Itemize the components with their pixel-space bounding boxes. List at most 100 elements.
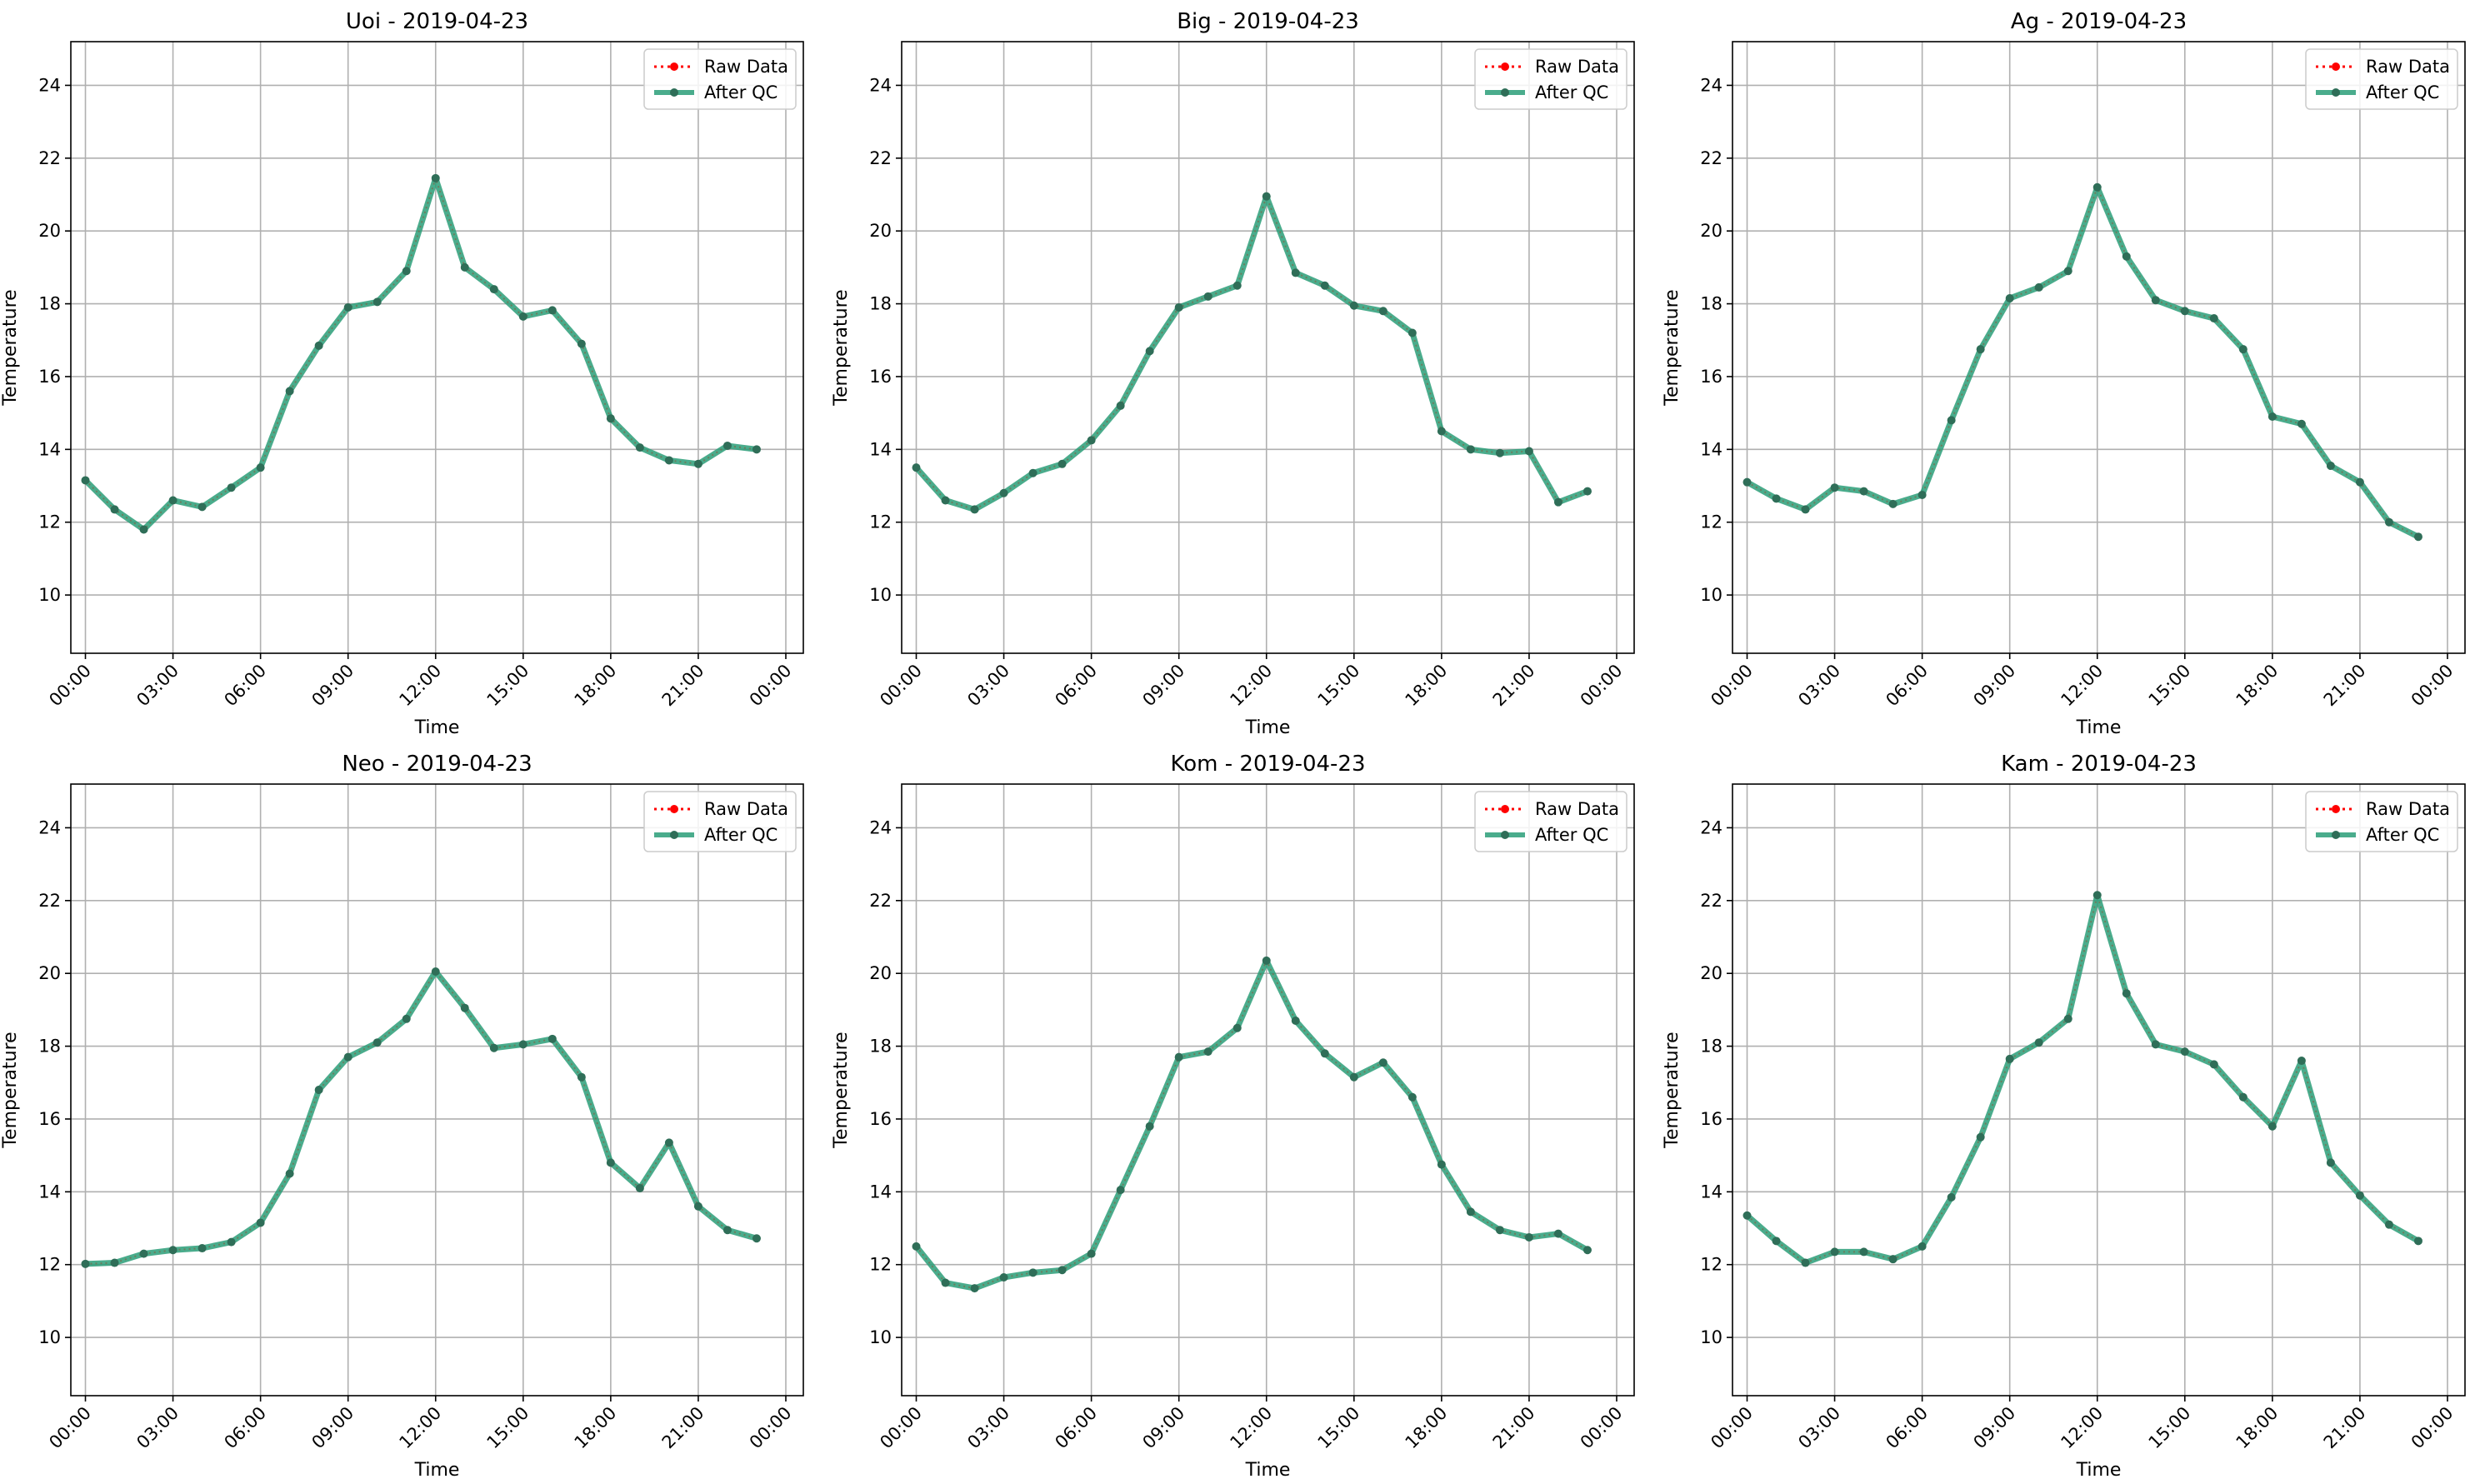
data-point (1174, 1052, 1183, 1062)
data-point (2209, 1060, 2218, 1069)
data-point (2326, 461, 2335, 470)
data-point (1116, 401, 1125, 410)
x-tick-label: 12:00 (396, 1403, 446, 1453)
data-point (81, 1259, 90, 1268)
data-point (1028, 468, 1038, 477)
legend-label-after-qc: After QC (2366, 825, 2439, 845)
y-tick-label: 24 (1700, 75, 1722, 95)
y-tick-label: 20 (869, 963, 892, 983)
data-point (1553, 497, 1562, 507)
x-tick-label: 06:00 (1051, 1403, 1101, 1453)
data-point (2151, 1040, 2160, 1049)
data-point (1058, 459, 1067, 468)
data-point (548, 306, 557, 315)
data-point (1582, 1246, 1592, 1255)
x-tick-label: 12:00 (1227, 661, 1277, 711)
legend: Raw Data After QC (643, 791, 797, 852)
series-line-after-qc (82, 968, 760, 1267)
y-tick-label: 24 (38, 75, 61, 95)
data-point (431, 967, 440, 977)
x-tick-label: 06:00 (1882, 1403, 1932, 1453)
x-axis-label: Time (414, 1460, 460, 1481)
data-point (2238, 345, 2248, 354)
y-tick-label: 16 (1700, 367, 1722, 387)
x-tick-label: 00:00 (45, 661, 95, 711)
x-tick-label: 15:00 (483, 661, 533, 711)
data-point (1145, 1122, 1154, 1131)
data-point (1888, 499, 1898, 508)
data-point (664, 456, 673, 465)
data-point (635, 443, 644, 452)
data-point (1801, 1258, 1810, 1267)
data-point (577, 1072, 586, 1082)
y-tick-label: 10 (38, 585, 61, 605)
data-point (1888, 1255, 1898, 1264)
y-tick-label: 22 (38, 148, 61, 168)
data-point (577, 339, 586, 348)
subplot-title: Kam - 2019-04-23 (2001, 752, 2197, 777)
y-tick-label: 16 (1700, 1109, 1722, 1129)
y-tick-label: 12 (38, 512, 61, 532)
x-axis-label: Time (1245, 1460, 1291, 1481)
x-tick-label: 21:00 (658, 661, 708, 711)
subplot-2: 10 12 14 16 18 20 22 24 00:00 03:00 06:00 09:00 12:0… (1662, 9, 2466, 738)
data-point (1203, 292, 1212, 301)
data-point (343, 302, 352, 312)
y-tick-label: 18 (38, 294, 61, 314)
data-point (2092, 182, 2102, 192)
x-tick-label: 03:00 (132, 1403, 182, 1453)
x-tick-label: 00:00 (1707, 661, 1757, 711)
x-tick-label: 03:00 (1794, 1403, 1844, 1453)
data-point (1232, 1023, 1242, 1032)
legend-label-raw-data: Raw Data (704, 57, 788, 77)
data-point (999, 488, 1008, 497)
axes-frame (901, 783, 1635, 1397)
x-axis-label: Time (2076, 1460, 2122, 1481)
series-line-raw-data (915, 193, 1588, 511)
legend-marker-after-qc (2332, 88, 2340, 97)
data-point (1947, 1192, 1956, 1202)
x-tick-label: 12:00 (396, 661, 446, 711)
x-tick-label: 12:00 (2058, 661, 2108, 711)
legend-marker-raw-data (1501, 805, 1509, 813)
legend-label-raw-data: Raw Data (1535, 57, 1619, 77)
data-point (1145, 347, 1154, 356)
data-point (1087, 436, 1096, 445)
y-axis-label: Temperature (1662, 1032, 1682, 1148)
y-tick-label: 24 (38, 817, 61, 837)
series-line-after-qc (1744, 892, 2422, 1267)
data-point (285, 387, 294, 396)
series-line-after-qc (1744, 184, 2422, 540)
y-tick-label: 22 (1700, 891, 1722, 911)
data-point (402, 1014, 411, 1023)
data-point (912, 463, 921, 472)
x-tick-label: 15:00 (1314, 661, 1364, 711)
data-point (1976, 345, 1985, 354)
x-tick-label: 12:00 (1227, 1403, 1277, 1453)
data-point (2005, 294, 2014, 303)
data-point (1772, 1237, 1781, 1246)
data-point (2268, 412, 2277, 422)
x-tick-label: 21:00 (1489, 661, 1539, 711)
data-point (518, 1040, 528, 1049)
y-tick-label: 16 (869, 1109, 892, 1129)
legend-marker-raw-data (2332, 805, 2340, 813)
data-point (1772, 494, 1781, 503)
data-point (314, 1086, 323, 1094)
y-tick-label: 16 (869, 367, 892, 387)
data-point (999, 1273, 1008, 1282)
data-point (2297, 419, 2306, 428)
x-tick-label: 09:00 (1969, 1403, 2019, 1453)
data-point (1028, 1268, 1038, 1277)
data-point (693, 1202, 702, 1211)
x-tick-label: 21:00 (2320, 661, 2370, 711)
y-tick-label: 14 (1700, 439, 1722, 459)
y-tick-label: 20 (38, 221, 61, 241)
data-point (2180, 1047, 2189, 1057)
y-tick-label: 12 (869, 512, 892, 532)
legend-label-raw-data: Raw Data (2366, 57, 2450, 77)
data-point (606, 1158, 615, 1167)
data-point (198, 1244, 207, 1253)
legend-marker-after-qc (670, 831, 678, 839)
